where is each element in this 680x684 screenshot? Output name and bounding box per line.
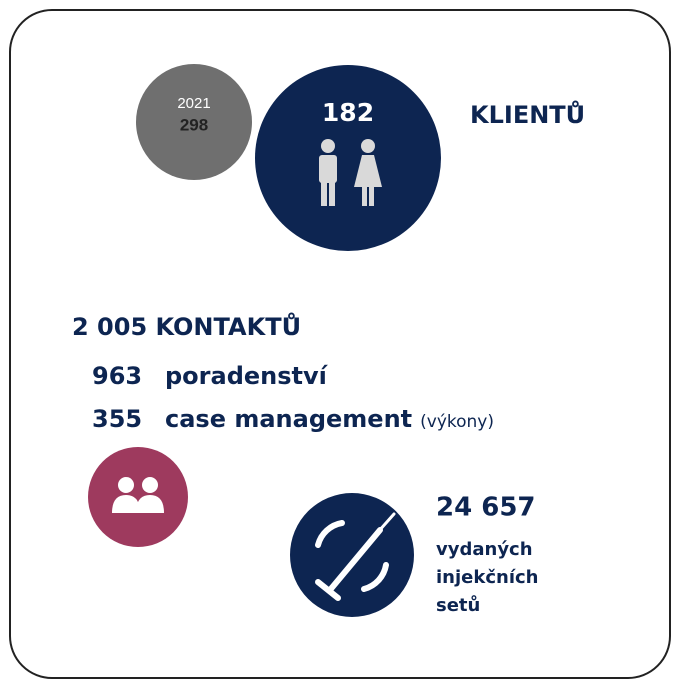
previous-year: 2021 — [177, 95, 210, 112]
people-icon — [319, 139, 382, 206]
clients-circle — [255, 65, 441, 251]
counseling-icon — [112, 477, 164, 513]
contact-label: case management — [165, 405, 412, 433]
contact-note: (výkony) — [420, 412, 494, 432]
contact-label: poradenství — [165, 362, 329, 390]
syringe-icon — [315, 512, 396, 601]
sets-count: 24 657 — [436, 493, 536, 523]
sets-circle — [290, 493, 414, 617]
sets-line: vydaných — [436, 539, 533, 560]
sets-line: injekčních — [436, 567, 538, 588]
sets-line: setů — [436, 594, 480, 616]
counseling-circle — [88, 447, 188, 547]
contact-count: 963 — [92, 362, 142, 390]
contact-count: 355 — [92, 405, 142, 433]
contacts-total: 2 005 KONTAKTŮ — [72, 311, 301, 341]
previous-count: 298 — [180, 115, 208, 134]
clients-label: KLIENTŮ — [470, 99, 585, 129]
previous-year-circle — [136, 64, 252, 180]
clients-count: 182 — [322, 98, 374, 127]
